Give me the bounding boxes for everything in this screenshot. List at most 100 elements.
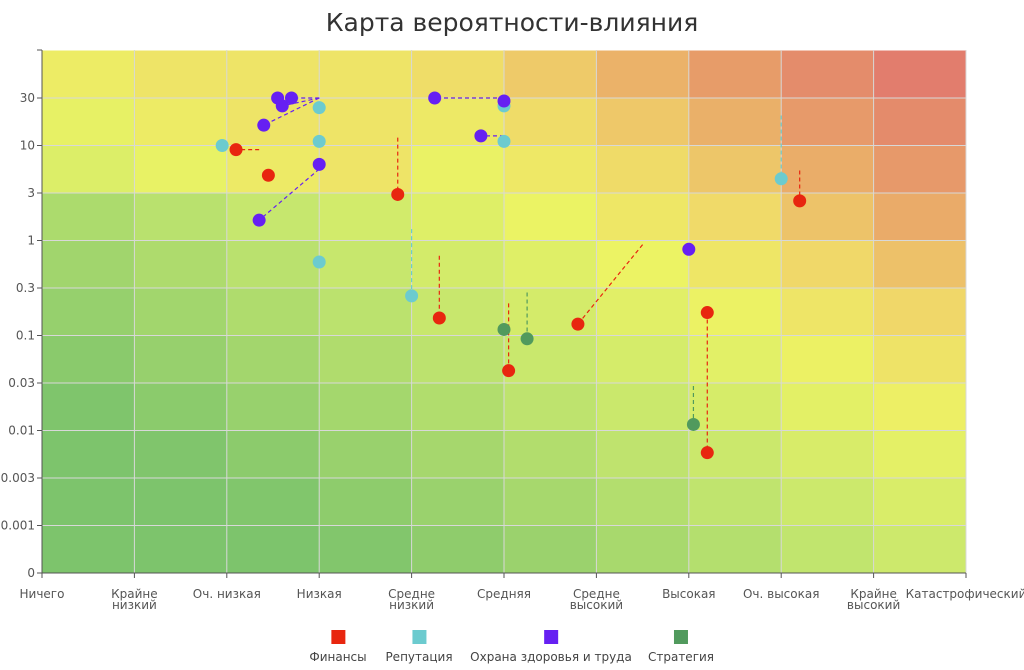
data-point[interactable] [682, 242, 696, 256]
heat-cell [411, 145, 504, 193]
y-tick-label: 0.01 [8, 424, 35, 438]
heat-cell [411, 288, 504, 336]
heat-cell [504, 430, 597, 478]
legend-swatch [411, 630, 426, 644]
data-point[interactable] [497, 94, 511, 108]
heat-cell [226, 145, 320, 193]
heat-cell [226, 288, 320, 336]
heat-cell [319, 478, 412, 526]
x-tick-label: Катастрофический [906, 587, 1024, 601]
legend-swatch [673, 630, 688, 644]
data-point[interactable] [312, 134, 326, 148]
heat-cell [411, 50, 504, 98]
data-point[interactable] [520, 332, 534, 346]
data-point[interactable] [312, 255, 326, 269]
heat-cell [504, 193, 597, 241]
data-point[interactable] [502, 364, 516, 378]
x-tick-label: Высокая [662, 587, 715, 601]
heat-cell [596, 98, 689, 146]
heat-cell [411, 335, 504, 383]
heat-cell [596, 478, 689, 526]
heat-cell [134, 430, 227, 478]
trend-line [258, 168, 320, 221]
heat-cell [134, 288, 227, 336]
data-point[interactable] [774, 172, 788, 186]
data-points [215, 91, 807, 460]
heat-cell [873, 193, 966, 241]
data-point[interactable] [700, 446, 714, 460]
heat-cell [873, 50, 966, 98]
legend-swatch [543, 630, 558, 644]
heat-cell [873, 288, 966, 336]
data-point[interactable] [432, 311, 446, 325]
data-point[interactable] [215, 139, 229, 152]
legend-item[interactable]: Охрана здоровья и труда [470, 630, 632, 664]
x-tick-label: Низкая [297, 587, 342, 601]
heat-cell [411, 193, 504, 241]
heat-cell [42, 478, 135, 526]
data-point[interactable] [474, 129, 488, 143]
data-point[interactable] [257, 118, 271, 132]
heat-cell [42, 240, 135, 288]
heat-cell [134, 525, 227, 573]
heat-cell [873, 335, 966, 383]
heat-cell [688, 335, 782, 383]
heat-cell [781, 430, 874, 478]
grid-lines [41, 50, 967, 574]
y-tick-label: 0.001 [1, 519, 35, 533]
chart-title: Карта вероятности-влияния [325, 8, 699, 37]
data-point[interactable] [229, 143, 243, 157]
heat-cell [226, 193, 320, 241]
data-point[interactable] [793, 194, 807, 208]
heat-cell [504, 383, 597, 431]
data-point[interactable] [405, 289, 419, 303]
heat-cell [504, 478, 597, 526]
heat-cell [411, 383, 504, 431]
data-point[interactable] [497, 322, 511, 336]
heat-cell [411, 98, 504, 146]
data-point[interactable] [571, 317, 585, 331]
x-tick-label: Крайне высокий [847, 587, 900, 612]
heat-cell [319, 430, 412, 478]
axes: 0 0.001 0.003 0.01 0.03 0.1 0.3 1 3 10 30 Ничего Кра… [1, 49, 1024, 612]
data-point[interactable] [312, 157, 326, 171]
heat-cell [688, 98, 782, 146]
heat-cell [226, 50, 320, 98]
heat-cell [134, 335, 227, 383]
risk-matrix-chart: 0 0.001 0.003 0.01 0.03 0.1 0.3 1 3 10 30 Ничего Кра… [1, 49, 1024, 612]
heat-cell [781, 50, 874, 98]
heat-cell [873, 430, 966, 478]
y-tick-label: 30 [20, 91, 35, 105]
heat-cell [873, 478, 966, 526]
heat-cell [42, 335, 135, 383]
data-point[interactable] [284, 91, 298, 105]
data-point[interactable] [428, 91, 442, 105]
data-point[interactable] [261, 168, 275, 182]
heat-cell [226, 335, 320, 383]
heat-cell [596, 288, 689, 336]
data-point[interactable] [312, 101, 326, 115]
legend-label: Финансы [309, 650, 367, 664]
heat-cell [319, 288, 412, 336]
heat-cell [596, 50, 689, 98]
heat-cell [134, 193, 227, 241]
legend-item[interactable]: Стратегия [648, 630, 714, 664]
heat-cell [504, 240, 597, 288]
data-point[interactable] [497, 134, 511, 148]
heat-cell [226, 478, 320, 526]
data-point[interactable] [391, 187, 405, 201]
heat-cell [134, 240, 227, 288]
heat-cell [411, 478, 504, 526]
data-point[interactable] [686, 417, 700, 431]
heat-cell [688, 383, 782, 431]
legend-item[interactable]: Финансы [309, 630, 367, 664]
heat-cell [504, 525, 597, 573]
heat-cell [42, 193, 135, 241]
heat-cell [134, 383, 227, 431]
data-point[interactable] [275, 99, 289, 113]
y-tick-label: 1 [27, 234, 35, 248]
data-point[interactable] [252, 213, 266, 227]
data-point[interactable] [700, 306, 714, 320]
heat-cell [688, 145, 782, 193]
legend-item[interactable]: Репутация [385, 630, 453, 664]
